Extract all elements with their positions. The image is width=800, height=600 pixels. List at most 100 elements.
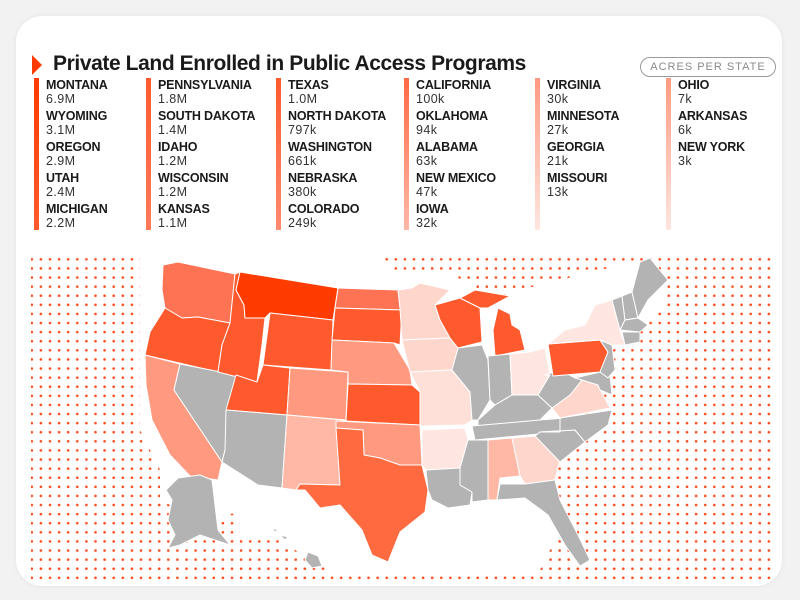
legend-state-value: 1.4M: [158, 123, 188, 137]
chart-title: Private Land Enrolled in Public Access P…: [53, 52, 526, 75]
legend-state-value: 2.2M: [46, 216, 76, 230]
legend-item: MINNESOTA 27k: [547, 109, 619, 140]
state-florida: [496, 479, 591, 567]
legend-color-bar: [666, 78, 671, 230]
legend-state-name: MINNESOTA: [547, 109, 620, 123]
legend-state-name: OHIO: [678, 78, 710, 92]
legend-item: GEORGIA 21k: [547, 140, 619, 171]
legend-state-name: OREGON: [46, 140, 101, 154]
legend-item: IDAHO 1.2M: [158, 140, 255, 171]
legend-state-value: 249k: [288, 216, 317, 230]
legend-state-value: 1.2M: [158, 185, 188, 199]
legend-item: OKLAHOMA 94k: [416, 109, 496, 140]
legend-state-value: 1.1M: [158, 216, 188, 230]
legend-state-name: OKLAHOMA: [416, 109, 489, 123]
legend-color-bar: [34, 78, 39, 230]
legend-state-value: 2.4M: [46, 185, 76, 199]
state-north-dakota: [334, 287, 403, 311]
legend-item: NEBRASKA 380k: [288, 171, 386, 202]
legend-state-name: ARKANSAS: [678, 109, 748, 123]
legend-state-name: IDAHO: [158, 140, 198, 154]
legend-state-value: 1.8M: [158, 92, 188, 106]
state-maine: [631, 257, 669, 319]
legend-state-value: 3.1M: [46, 123, 76, 137]
legend-state-value: 661k: [288, 154, 317, 168]
legend-state-name: CALIFORNIA: [416, 78, 492, 92]
legend-item: CALIFORNIA 100k: [416, 78, 496, 109]
unit-badge: ACRES PER STATE: [640, 57, 776, 77]
legend-item: MICHIGAN 2.2M: [46, 202, 108, 233]
legend-item: IOWA 32k: [416, 202, 496, 233]
legend-state-value: 30k: [547, 92, 569, 106]
legend-color-bar: [276, 78, 281, 230]
legend-item: NORTH DAKOTA 797k: [288, 109, 386, 140]
legend-state-value: 63k: [416, 154, 438, 168]
legend-color-bar: [146, 78, 151, 230]
legend-state-name: UTAH: [46, 171, 79, 185]
legend-item: NEW YORK 3k: [678, 140, 747, 171]
state-hawaii: [271, 527, 323, 569]
legend-item: WASHINGTON 661k: [288, 140, 386, 171]
state-pennsylvania: [547, 339, 609, 377]
legend-state-name: NEW MEXICO: [416, 171, 496, 185]
legend-state-value: 21k: [547, 154, 569, 168]
legend-item: TEXAS 1.0M: [288, 78, 386, 109]
state-michigan: [492, 307, 526, 357]
legend-item: PENNSYLVANIA 1.8M: [158, 78, 255, 109]
legend-state-name: MONTANA: [46, 78, 108, 92]
legend-state-value: 3k: [678, 154, 693, 168]
state-wyoming: [262, 312, 334, 371]
legend-item: ARKANSAS 6k: [678, 109, 747, 140]
title-triangle-icon: [32, 55, 42, 75]
state-colorado: [286, 367, 349, 421]
state-alaska: [165, 474, 231, 549]
legend-state-value: 47k: [416, 185, 438, 199]
chart-card: Private Land Enrolled in Public Access P…: [16, 16, 782, 586]
state-new-mexico: [281, 414, 344, 491]
legend-state-value: 94k: [416, 123, 438, 137]
legend-item: SOUTH DAKOTA 1.4M: [158, 109, 256, 140]
legend-state-value: 7k: [678, 92, 693, 106]
state-south-dakota: [331, 307, 403, 346]
legend-item: ALABAMA 63k: [416, 140, 496, 171]
legend-state-value: 32k: [416, 216, 438, 230]
legend-state-name: ALABAMA: [416, 140, 478, 154]
us-map: [31, 257, 771, 583]
legend-item: NEW MEXICO 47k: [416, 171, 496, 202]
legend-state-name: MISSOURI: [547, 171, 608, 185]
legend-state-value: 2.9M: [46, 154, 76, 168]
legend-state-name: KANSAS: [158, 202, 210, 216]
legend-state-name: VIRGINIA: [547, 78, 601, 92]
legend-state-name: SOUTH DAKOTA: [158, 109, 256, 123]
state-connecticut: [621, 331, 641, 346]
state-iowa: [401, 337, 459, 373]
legend-state-value: 27k: [547, 123, 569, 137]
legend-color-bar: [404, 78, 409, 230]
legend-state-name: IOWA: [416, 202, 449, 216]
state-kansas: [345, 383, 421, 426]
legend-state-value: 1.2M: [158, 154, 188, 168]
legend-item: COLORADO 249k: [288, 202, 386, 233]
legend-state-name: COLORADO: [288, 202, 360, 216]
legend-item: VIRGINIA 30k: [547, 78, 619, 109]
legend-color-bar: [535, 78, 540, 230]
state-michigan-upper: [459, 289, 511, 309]
legend-item: OREGON 2.9M: [46, 140, 108, 171]
legend-state-value: 797k: [288, 123, 317, 137]
legend-state-name: PENNSYLVANIA: [158, 78, 252, 92]
legend-state-value: 1.0M: [288, 92, 318, 106]
legend-state-name: NEBRASKA: [288, 171, 358, 185]
legend-state-name: NORTH DAKOTA: [288, 109, 387, 123]
legend-item: WYOMING 3.1M: [46, 109, 108, 140]
legend-state-name: TEXAS: [288, 78, 329, 92]
legend-state-value: 380k: [288, 185, 317, 199]
legend-state-value: 6k: [678, 123, 693, 137]
legend-state-name: WASHINGTON: [288, 140, 372, 154]
legend-item: OHIO 7k: [678, 78, 747, 109]
legend-state-name: MICHIGAN: [46, 202, 108, 216]
legend-state-value: 100k: [416, 92, 445, 106]
state-texas: [295, 427, 429, 563]
legend-item: MONTANA 6.9M: [46, 78, 108, 109]
legend-state-name: WISCONSIN: [158, 171, 229, 185]
legend-state-value: 6.9M: [46, 92, 76, 106]
